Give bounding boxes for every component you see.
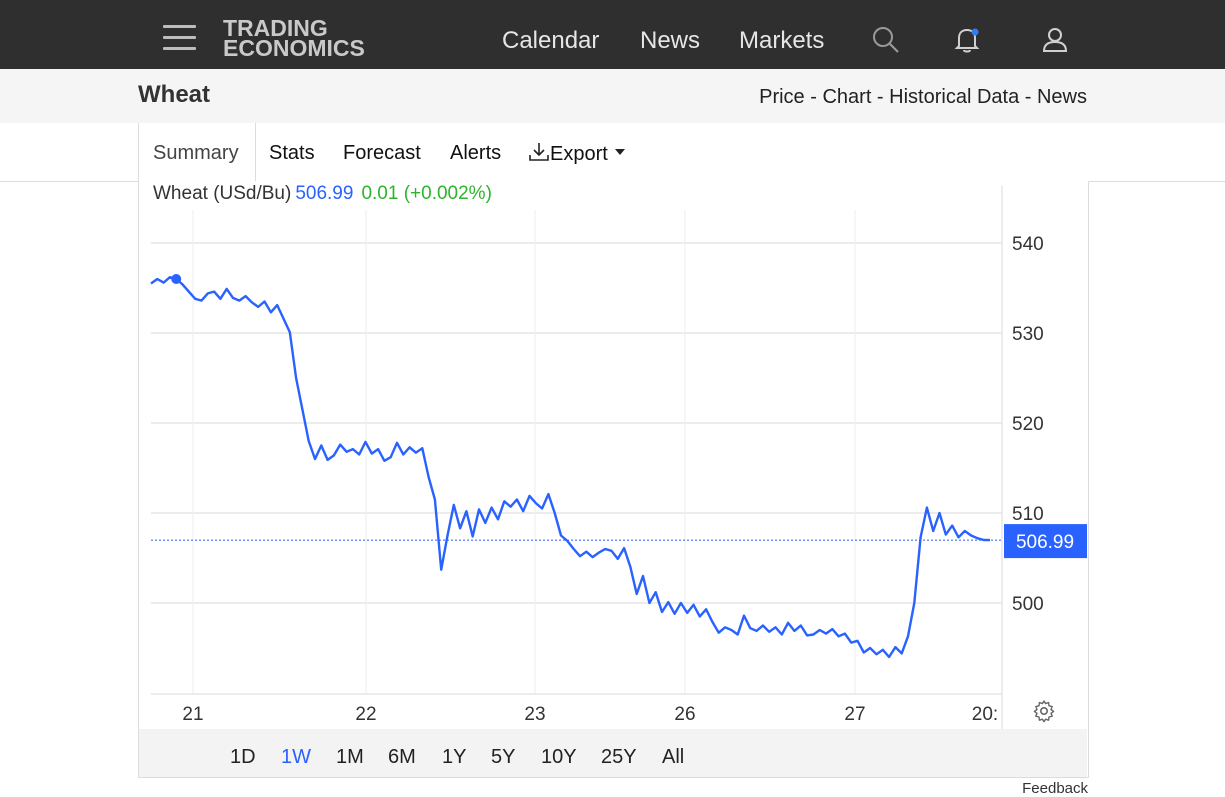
range-1w[interactable]: 1W — [281, 746, 311, 768]
last-value-label: 506.99 — [1016, 532, 1074, 553]
legend-price: 506.99 — [295, 183, 354, 204]
active-tab-box — [138, 123, 256, 182]
menu-icon[interactable] — [163, 25, 196, 51]
feedback-link[interactable]: Feedback — [1022, 780, 1088, 797]
tab-alerts[interactable]: Alerts — [450, 142, 502, 164]
x-tick-label: 22 — [355, 704, 376, 725]
chart-container — [138, 181, 1089, 778]
title-bar: Wheat Price - Chart - Historical Data - … — [0, 69, 1225, 123]
range-1y[interactable]: 1Y — [442, 746, 467, 768]
export-button[interactable]: Export — [528, 142, 627, 166]
y-tick-label: 500 — [1012, 594, 1044, 615]
tab-stats[interactable]: Stats — [269, 142, 315, 164]
download-icon — [529, 143, 549, 161]
link-chart[interactable]: Chart — [822, 86, 872, 108]
page-title: Wheat — [138, 81, 210, 108]
range-1d[interactable]: 1D — [230, 746, 256, 768]
logo[interactable]: TRADING ECONOMICS — [223, 15, 365, 61]
x-tick-label: 21 — [182, 704, 203, 725]
x-tick-label: 20: — [972, 704, 998, 725]
y-tick-label: 510 — [1012, 504, 1044, 525]
search-icon[interactable] — [870, 24, 902, 56]
y-tick-label: 530 — [1012, 324, 1044, 345]
tabs-row: Summary Stats Forecast Alerts Export — [0, 123, 1225, 182]
range-6m[interactable]: 6M — [388, 746, 416, 768]
separator: - — [804, 86, 823, 108]
logo-line1: TRADING — [223, 15, 328, 41]
x-tick-label: 23 — [524, 704, 545, 725]
range-selector: 1D 1W 1M 6M 1Y 5Y 10Y 25Y All — [139, 729, 1087, 777]
sub-navigation: Price - Chart - Historical Data - News — [759, 86, 1087, 109]
last-value-badge — [1004, 524, 1087, 559]
bell-icon[interactable] — [951, 24, 983, 56]
y-tick-label: 540 — [1012, 234, 1044, 255]
range-all[interactable]: All — [662, 746, 685, 768]
gear-icon[interactable] — [1032, 699, 1056, 723]
top-navbar: TRADING ECONOMICS Calendar News Markets — [0, 0, 1225, 69]
series-line — [150, 276, 991, 659]
series-marker — [171, 274, 182, 284]
export-label: Export — [550, 143, 608, 165]
logo-line2: ECONOMICS — [223, 35, 365, 61]
range-10y[interactable]: 10Y — [541, 746, 577, 768]
separator: - — [871, 86, 890, 108]
link-historical-data[interactable]: Historical Data — [889, 86, 1020, 108]
link-price[interactable]: Price — [759, 86, 805, 108]
legend-name: Wheat (USd/Bu) — [153, 183, 292, 204]
range-1m[interactable]: 1M — [336, 746, 364, 768]
nav-calendar[interactable]: Calendar — [502, 27, 600, 54]
range-25y[interactable]: 25Y — [601, 746, 637, 768]
legend-change: 0.01 (+0.002%) — [361, 183, 492, 204]
x-tick-label: 26 — [674, 704, 695, 725]
chart-legend: Wheat (USd/Bu) 506.99 0.01 (+0.002%) — [153, 183, 492, 205]
separator: - — [1019, 86, 1037, 108]
caret-down-icon — [615, 149, 626, 155]
link-news[interactable]: News — [1036, 86, 1087, 108]
x-tick-label: 27 — [844, 704, 865, 725]
tab-forecast[interactable]: Forecast — [343, 142, 421, 164]
user-icon[interactable] — [1039, 24, 1071, 56]
nav-news[interactable]: News — [640, 27, 701, 54]
tab-summary[interactable]: Summary — [153, 142, 239, 164]
nav-markets[interactable]: Markets — [739, 27, 825, 54]
range-5y[interactable]: 5Y — [491, 746, 516, 768]
y-tick-label: 520 — [1012, 414, 1044, 435]
